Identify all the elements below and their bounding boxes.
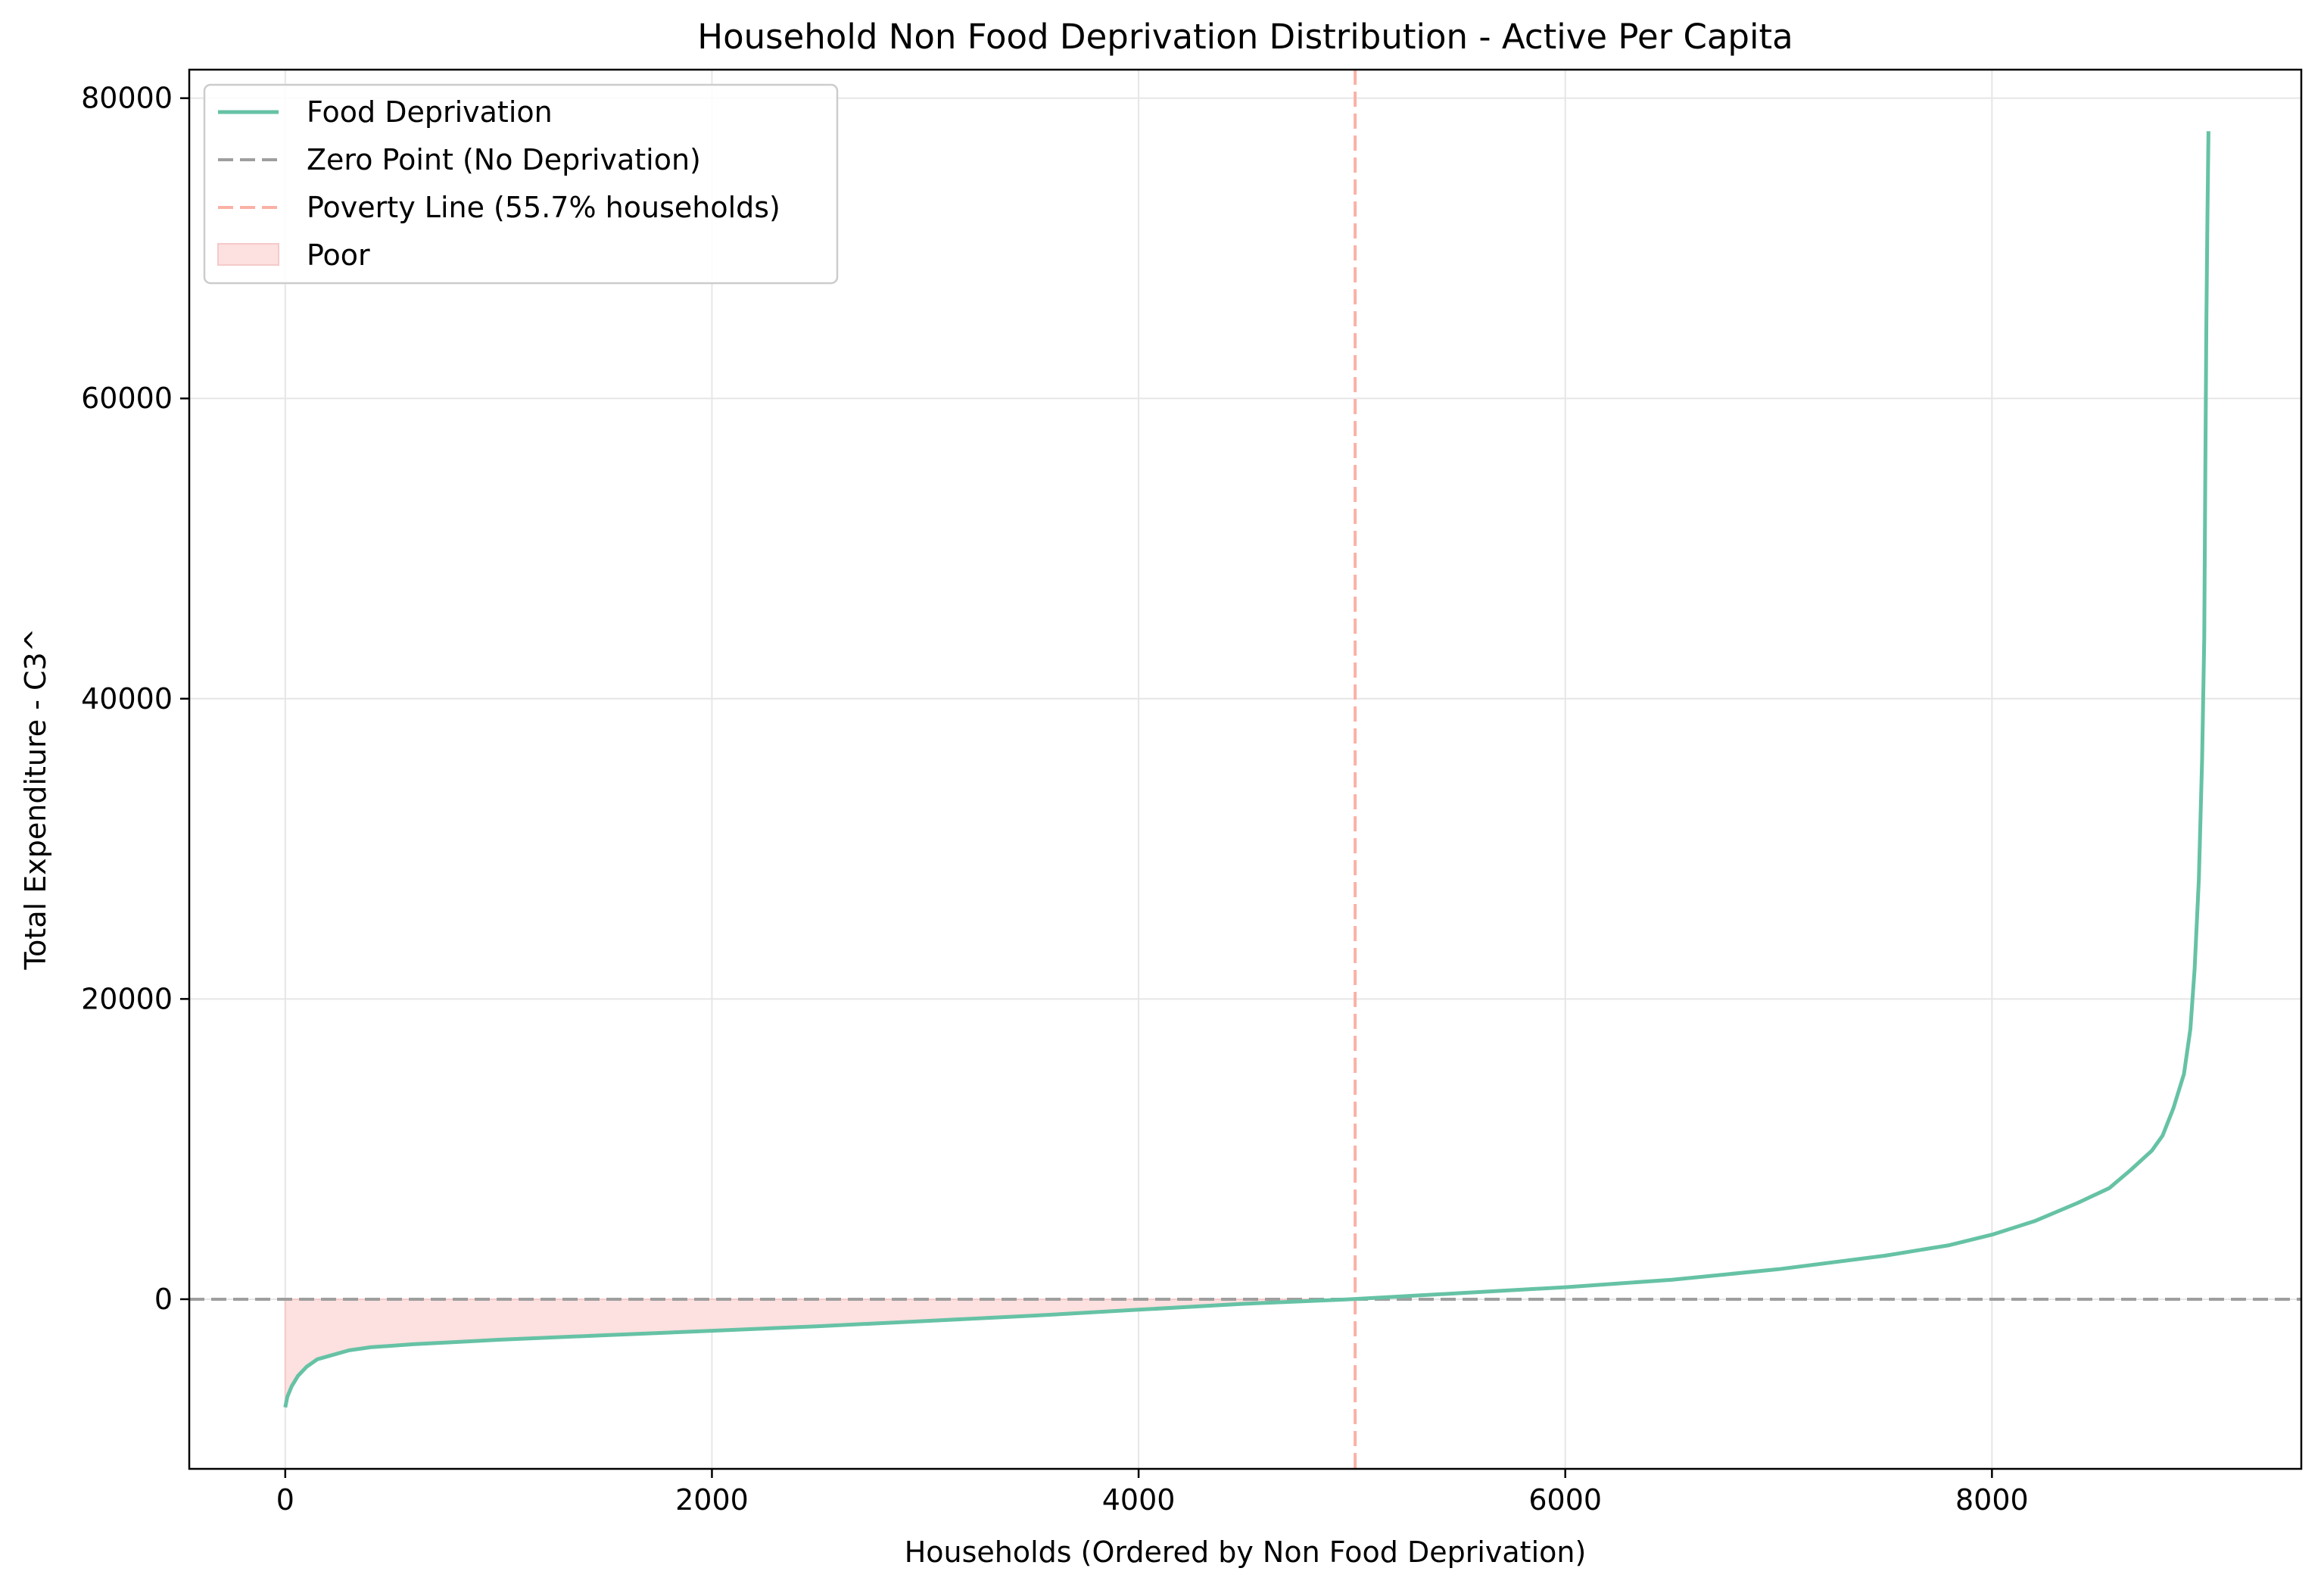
legend-swatch-poor xyxy=(217,243,279,266)
y-tick-label: 0 xyxy=(154,1283,173,1316)
legend-box xyxy=(203,83,839,285)
legend-label-zero-point: Zero Point (No Deprivation) xyxy=(307,143,701,176)
y-tick-label: 60000 xyxy=(81,382,173,415)
food-deprivation-line xyxy=(283,131,2210,1408)
legend: Food Deprivation Zero Point (No Deprivat… xyxy=(203,83,839,285)
x-tick-label: 2000 xyxy=(675,1483,749,1517)
x-tick-label: 8000 xyxy=(1955,1483,2029,1517)
legend-label-food-deprivation: Food Deprivation xyxy=(307,95,553,129)
y-tick-label: 80000 xyxy=(81,82,173,115)
y-axis: 0 20000 40000 60000 80000 xyxy=(81,82,189,1316)
plot-frame xyxy=(188,68,2303,1470)
y-tick-label: 40000 xyxy=(81,682,173,716)
x-tick-label: 0 xyxy=(276,1483,294,1517)
y-axis-title: Total Expenditure - C3^ xyxy=(19,628,52,970)
x-axis-title: Households (Ordered by Non Food Deprivat… xyxy=(905,1535,1587,1569)
legend-label-poverty-line: Poverty Line (55.7% households) xyxy=(307,191,780,224)
chart-title: Household Non Food Deprivation Distribut… xyxy=(697,17,1793,57)
y-tick-label: 20000 xyxy=(81,982,173,1015)
x-axis: 0 2000 4000 6000 8000 xyxy=(276,1469,2029,1517)
x-tick-label: 4000 xyxy=(1102,1483,1176,1517)
x-tick-label: 6000 xyxy=(1528,1483,1602,1517)
legend-label-poor: Poor xyxy=(307,238,370,272)
